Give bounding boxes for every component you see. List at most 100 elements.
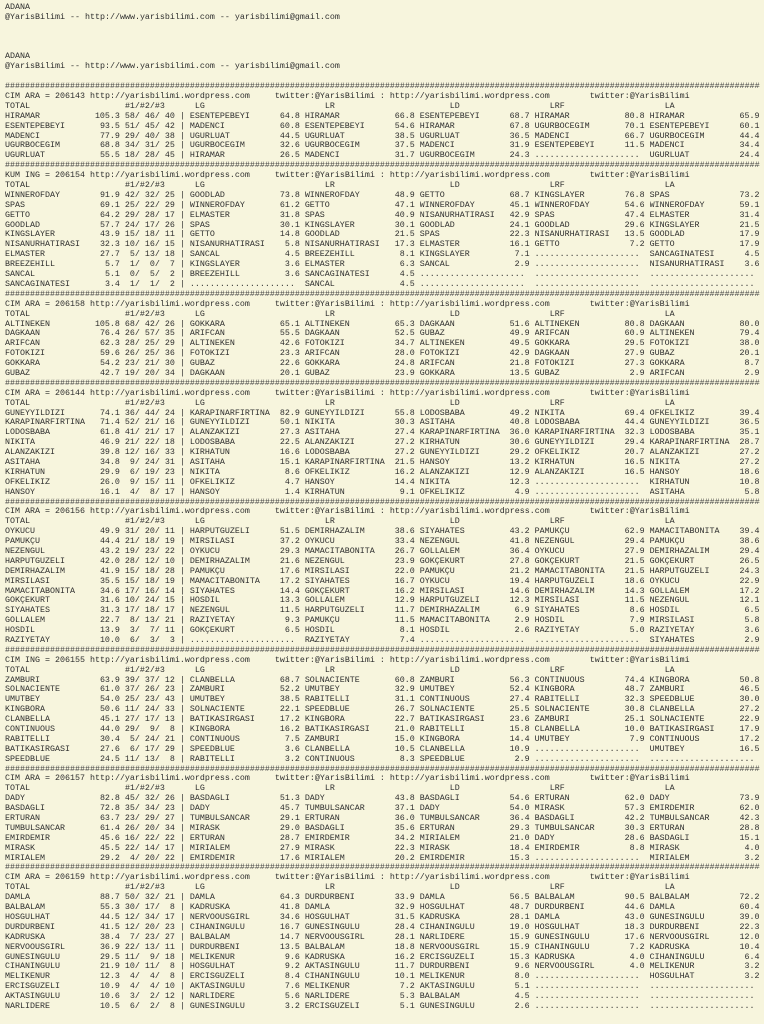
divider: |: [175, 606, 190, 616]
cell-lr: NIKITA 30.3: [305, 418, 415, 428]
column-header-lr: LR: [324, 883, 335, 893]
cell-name: KINGSLAYER: [304, 220, 355, 230]
total-score: 29.5: [99, 952, 120, 962]
cell-lg: SIYAHATES 14.4: [190, 587, 300, 597]
cell-ld: CLANBELLA 10.9: [420, 745, 530, 755]
cell-lrf: .....................: [535, 151, 645, 161]
total-score: 71.4: [99, 418, 120, 428]
cell-lg: BASDAGLI 51.3: [190, 794, 300, 804]
cell-ld: CIHANINGÜLÜ 19.0: [420, 923, 530, 933]
section-header: CIM ARA = 206156 http://yarisbilimi.wordp…: [5, 507, 761, 517]
cell-value: 30.8: [624, 705, 645, 715]
cell-lg: MELIKENUR 9.6: [190, 953, 300, 963]
divider-bar: |: [179, 428, 185, 438]
cell-value: 30.1: [279, 220, 300, 230]
horse-name: BASDAGLI: [5, 804, 45, 814]
result-row: ÖYKÜCÜ 49.9 31/ 20/ 11 | HARPUTGÜZELI 51.5 DEM…: [5, 527, 761, 537]
divider: |: [175, 221, 190, 231]
horse-name: MIRIALEM: [5, 853, 45, 863]
cell-name: NERVOOUSGIRL: [649, 932, 710, 942]
cell-name: HOSDIL: [304, 626, 335, 636]
cell-la: DEMIRHAZALIM 29.4: [650, 547, 760, 557]
cell-name: ÖFKELIKIZ: [649, 408, 695, 418]
cell-value: 29.4: [624, 438, 645, 448]
cell-lg: ERTURAN 28.7: [190, 834, 300, 844]
cell-la: DADY 73.9: [650, 794, 760, 804]
cell-name: LODOSBABA: [534, 418, 580, 428]
cell-lrf: DURDURBENI 44.6: [535, 903, 645, 913]
cell-value: 82.9: [279, 408, 300, 418]
cell-name: HOSGÜLHAT: [189, 962, 235, 972]
cell-value: 67.8: [509, 121, 530, 131]
divider: |: [175, 418, 190, 428]
cell-value: 68.7: [279, 675, 300, 685]
horse-name: SPAS: [5, 200, 25, 210]
result-row: DAMLA 88.7 50/ 32/ 21 | DAMLA 64.3 DURDURBENI 3…: [5, 893, 761, 903]
horse-name: LODOSBABA: [5, 428, 50, 438]
pick-counts: 25/ 23/ 43: [124, 695, 175, 705]
pick-counts: 12/ 34/ 17: [124, 912, 175, 922]
cell-lrf: NIKITA 69.4: [535, 409, 645, 419]
cell-value: 61.2: [279, 200, 300, 210]
cell-name: MIRIALEM: [649, 853, 690, 863]
cell-value: 2.9: [514, 260, 530, 270]
cell-value: 10.9: [509, 744, 530, 754]
total-score: 61.8: [99, 428, 120, 438]
cell-ld: BASDAGLI 54.6: [420, 794, 530, 804]
divider-bar: |: [179, 319, 185, 329]
divider: |: [175, 893, 190, 903]
cell-name: MIRASK: [419, 843, 450, 853]
result-row: BREEZEHILL 5.7 1/ 0/ 7 | KINGSLAYER 3.6 ELMAST…: [5, 260, 761, 270]
joiner: :: [379, 774, 385, 784]
column-header-row: TOTAL #1/#2/#3 LG LR LD LRF LA: [5, 517, 761, 527]
city-title: ADANA: [5, 3, 761, 13]
cell-name: NISANURHATIRASI: [304, 240, 380, 250]
cell-value: 76.8: [624, 190, 645, 200]
cell-lr: KARAPINARFIRTINA 21.5: [305, 458, 415, 468]
result-row: LODOSBABA 61.8 41/ 21/ 17 | ALANZAKIZI 27.3 AS…: [5, 428, 761, 438]
cell-name: HARPUTGÜZELI: [304, 606, 365, 616]
cell-value: 60.1: [739, 121, 760, 131]
cell-la: HARPUTGÜZELI 24.3: [650, 567, 760, 577]
result-row: SPAS 69.1 25/ 22/ 29 | WINNEROFDAY 61.2 GETTO 4…: [5, 201, 761, 211]
joiner: :: [379, 655, 385, 665]
cell-lr: DAGKAAN 52.5: [305, 329, 415, 339]
column-header-row: TOTAL #1/#2/#3 LG LR LD LRF LA: [5, 883, 761, 893]
cell-value: 18.4: [509, 843, 530, 853]
cell-name: RABITELLI: [189, 754, 235, 764]
cell-ld: MIRIALEM 21.0: [420, 834, 530, 844]
cell-value: 12.9: [509, 467, 530, 477]
cell-value: 34.6: [279, 912, 300, 922]
cell-name: ERCISGÜZELI: [304, 1001, 360, 1011]
cell-name: DEMIRHAZALIM: [534, 586, 595, 596]
pick-counts: 1/ 1/ 2: [129, 279, 175, 289]
cell-value: 19.0: [509, 922, 530, 932]
cell-name: GETTO: [534, 240, 560, 250]
cell-lg: MIRIALEM 27.9: [190, 844, 300, 854]
divider: |: [175, 280, 190, 290]
cell-name: KINGSLAYER: [649, 220, 700, 230]
cell-name: LODOSBABA: [304, 448, 350, 458]
cell-la: MIRSILASI 5.8: [650, 616, 760, 626]
site-link: http://yarisbilimi.wordpress.com: [389, 388, 550, 398]
cell-la: .....................: [650, 280, 760, 290]
cell-value: 27.9: [624, 349, 645, 359]
result-row: NEZENGÜL 43.2 19/ 23/ 22 | ÖYKÜCÜ 29.3 MAMACIT…: [5, 547, 761, 557]
horse-name: GÖKÇEKURT: [5, 596, 50, 606]
horse-name: BATIKASIRGASI: [5, 744, 70, 754]
divider: |: [175, 943, 190, 953]
cell-ld: ASITAHA 40.8: [420, 418, 530, 428]
cell-value: 12.3: [509, 477, 530, 487]
result-row: ERTURAN 63.7 23/ 29/ 27 | TUMBULSANCAR 29.1 ER…: [5, 814, 761, 824]
joiner: :: [379, 92, 385, 102]
column-header-lg: LG: [194, 398, 205, 408]
cell-value: 50.8: [739, 675, 760, 685]
cell-lr: BREEZEHILL 8.1: [305, 250, 415, 260]
cell-value: 31.5: [394, 912, 415, 922]
twitter-handle: twitter:@YarisBilimi: [589, 92, 690, 102]
divider: |: [175, 359, 190, 369]
horse-name: ESENTEPEBEYI: [5, 121, 65, 131]
cell-value: 11.5: [624, 141, 645, 151]
cell-lg: KINGBORA 16.2: [190, 725, 300, 735]
